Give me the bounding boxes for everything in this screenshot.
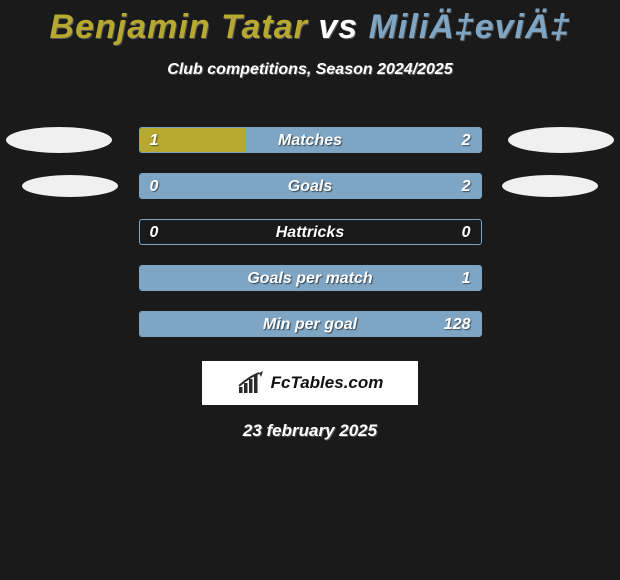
vs-text: vs: [308, 8, 369, 46]
stat-bar: 00Hattricks: [139, 219, 482, 245]
comparison-row: 12Matches: [0, 117, 620, 163]
stat-bar: 12Matches: [139, 127, 482, 153]
player2-name: MiliÄ‡eviÄ‡: [369, 8, 571, 46]
player2-badge-icon: [508, 127, 614, 153]
comparison-row: 00Hattricks: [0, 209, 620, 255]
page-title: Benjamin Tatar vs MiliÄ‡eviÄ‡: [0, 0, 620, 47]
branding-box: FcTables.com: [202, 361, 418, 405]
comparison-row: 1Goals per match: [0, 255, 620, 301]
date-text: 23 february 2025: [0, 421, 620, 441]
stat-bar: 1Goals per match: [139, 265, 482, 291]
player1-badge-icon: [22, 175, 118, 197]
stat-label: Hattricks: [140, 220, 481, 245]
stat-bar: 02Goals: [139, 173, 482, 199]
fctables-logo-icon: [237, 371, 265, 395]
comparison-row: 128Min per goal: [0, 301, 620, 347]
subtitle: Club competitions, Season 2024/2025: [0, 61, 620, 79]
player2-badge-icon: [502, 175, 598, 197]
stat-bar: 128Min per goal: [139, 311, 482, 337]
player1-badge-icon: [6, 127, 112, 153]
branding-text: FcTables.com: [271, 373, 384, 393]
comparison-rows: 12Matches 02Goals 00Hattricks 1Goals per ma…: [0, 117, 620, 347]
comparison-row: 02Goals: [0, 163, 620, 209]
stat-label: Goals: [140, 174, 481, 199]
stat-label: Goals per match: [140, 266, 481, 291]
stat-label: Matches: [140, 128, 481, 153]
stat-label: Min per goal: [140, 312, 481, 337]
player1-name: Benjamin Tatar: [50, 8, 308, 46]
